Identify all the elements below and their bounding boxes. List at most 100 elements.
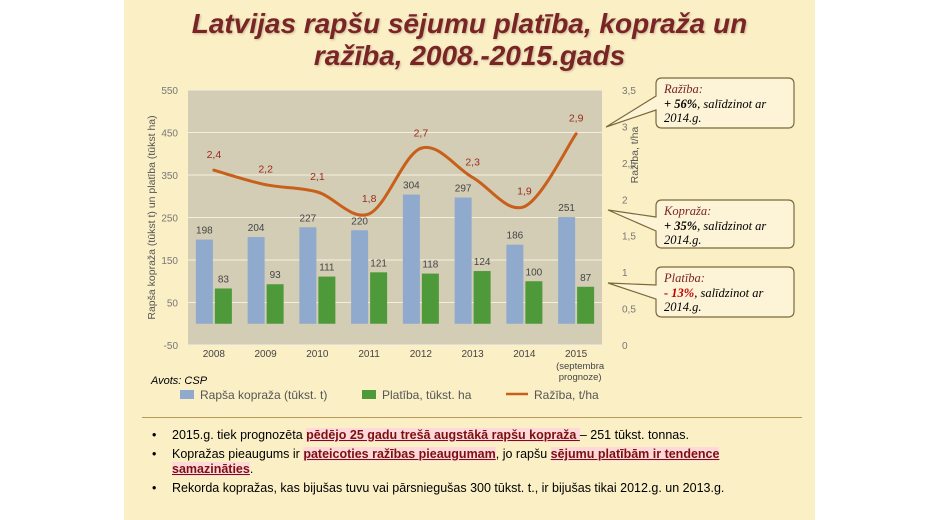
line-data-label: 2,3	[465, 156, 480, 168]
callout-line2: 2014.g.	[664, 111, 702, 125]
callout-rest: , salīdzinot ar	[694, 286, 763, 300]
y-tick-label-right: 1	[622, 268, 628, 279]
bullet-text: Rekorda kopražas, kas bijušas tuvu vai p…	[172, 481, 725, 495]
bullet-highlight: pēdējo 25 gadu trešā augstākā rapšu kopr…	[306, 428, 580, 442]
bar-data-label: 87	[580, 273, 592, 284]
bar-kopraza	[247, 237, 265, 324]
bar-data-label: 198	[196, 226, 213, 237]
callout-value: + 35%	[664, 219, 697, 233]
bar-data-label: 204	[248, 223, 265, 234]
callout-box	[605, 77, 795, 129]
bullet-text: , jo rapšu	[495, 447, 551, 461]
y-tick-label-right: 0,5	[622, 305, 636, 316]
bar-kopraza	[402, 194, 420, 324]
bullet-item: • Rekorda kopražas, kas bijušas tuvu vai…	[142, 481, 802, 496]
bullet-highlight: pateicoties ražības pieaugumam	[303, 447, 496, 461]
chart-title: Latvijas rapšu sējumu platība, kopraža u…	[124, 8, 815, 72]
y-tick-label-right: 0	[622, 341, 628, 352]
callout-value: - 13%	[664, 286, 694, 300]
bullet-text: 2015.g. tiek prognozēta	[172, 428, 307, 442]
bullet-dot: •	[152, 447, 157, 461]
callout-rest: , salīdzinot ar	[697, 219, 766, 233]
y-tick-label-left: 250	[161, 214, 178, 225]
y-tick-label-left: 350	[161, 171, 178, 182]
x-tick-sublabel: (septembra	[556, 361, 605, 372]
bar-platiba	[370, 272, 388, 324]
bullet-list: • 2015.g. tiek prognozēta pēdējo 25 gadu…	[142, 428, 802, 500]
bullet-item: • 2015.g. tiek prognozēta pēdējo 25 gadu…	[142, 428, 802, 443]
line-point	[315, 190, 319, 194]
line-point	[264, 183, 268, 187]
line-point	[574, 132, 578, 136]
x-tick-label: 2012	[410, 349, 433, 360]
y-tick-label-right: 1,5	[622, 232, 636, 243]
callout-line2: 2014.g.	[664, 300, 702, 314]
x-tick-label: 2008	[203, 349, 226, 360]
bar-data-label: 100	[526, 267, 543, 278]
title-line-2: ražība, 2008.-2015.gads	[313, 40, 626, 71]
legend-label: Platība, tūkst. ha	[382, 388, 472, 402]
bar-platiba	[421, 273, 439, 324]
callout-line2: 2014.g.	[664, 233, 702, 247]
bullet-dot: •	[152, 481, 157, 495]
bar-platiba	[214, 288, 232, 324]
bar-data-label: 186	[507, 231, 524, 242]
y-tick-label-right: 3	[622, 122, 628, 133]
line-point	[471, 175, 475, 179]
y-tick-label-left: 550	[161, 86, 178, 97]
bullet-dot: •	[152, 428, 157, 442]
line-data-label: 2,4	[207, 149, 222, 161]
line-data-label: 2,1	[310, 171, 325, 183]
bar-data-label: 297	[455, 184, 472, 195]
legend-label: Rapša kopraža (tūkst. t)	[200, 388, 327, 402]
bar-data-label: 227	[300, 213, 317, 224]
bar-kopraza	[351, 230, 369, 324]
bar-data-label: 118	[422, 260, 438, 271]
x-tick-label: 2010	[306, 349, 329, 360]
callout-heading: Kopraža:	[663, 204, 711, 218]
bar-data-label: 124	[474, 257, 491, 268]
x-tick-label: 2013	[462, 349, 485, 360]
callout-value: + 56%	[664, 97, 697, 111]
bar-data-label: 220	[351, 216, 368, 227]
legend-label: Ražība, t/ha	[534, 388, 599, 402]
bar-data-label: 251	[558, 203, 575, 214]
y-axis-title-right: Ražība, t/ha	[629, 127, 641, 184]
bar-platiba	[577, 286, 595, 324]
bullet-text: Kopražas pieaugums ir	[172, 447, 304, 461]
callout-rest: , salīdzinot ar	[697, 97, 766, 111]
x-tick-sublabel: prognoze)	[559, 372, 602, 383]
bar-data-label: 304	[403, 181, 420, 192]
line-point	[419, 146, 423, 150]
legend-swatch-kopraza	[180, 390, 194, 399]
x-tick-label: 2015	[565, 349, 588, 360]
combo-chart: 550 450 350 250 150 50 -50 3,5 3 2,5 2 1,5 1 0,5 0 198 2…	[146, 77, 795, 402]
x-tick-label: 2014	[513, 349, 536, 360]
bar-kopraza	[506, 244, 524, 324]
bar-kopraza	[454, 197, 472, 324]
callout-heading: Platība:	[663, 271, 705, 285]
y-tick-label-right: 3,5	[622, 86, 636, 97]
bullet-text: – 251 tūkst. tonnas.	[579, 428, 689, 442]
y-tick-label-right: 2,5	[622, 159, 636, 170]
line-data-label: 1,9	[517, 186, 532, 198]
x-tick-label: 2011	[358, 349, 380, 360]
legend-swatch-platiba	[362, 390, 376, 399]
bar-kopraza	[299, 227, 317, 324]
bar-kopraza	[195, 239, 213, 324]
bar-data-label: 121	[370, 258, 387, 269]
line-data-label: 2,2	[258, 164, 273, 176]
bar-platiba	[318, 276, 336, 324]
callout-text: - 13%, salīdzinot ar	[664, 286, 763, 300]
y-tick-label-left: -50	[164, 341, 179, 352]
line-data-label: 1,8	[362, 193, 377, 205]
divider	[142, 417, 802, 418]
y-tick-label-right: 2	[622, 195, 628, 206]
callout-box	[607, 199, 795, 249]
bar-kopraza	[558, 217, 576, 324]
callout-box	[607, 266, 795, 318]
x-tick-label: 2009	[255, 349, 278, 360]
y-tick-label-left: 150	[161, 256, 178, 267]
bar-data-label: 93	[270, 270, 282, 281]
slide: Latvijas rapšu sējumu platība, kopraža u…	[124, 0, 815, 520]
